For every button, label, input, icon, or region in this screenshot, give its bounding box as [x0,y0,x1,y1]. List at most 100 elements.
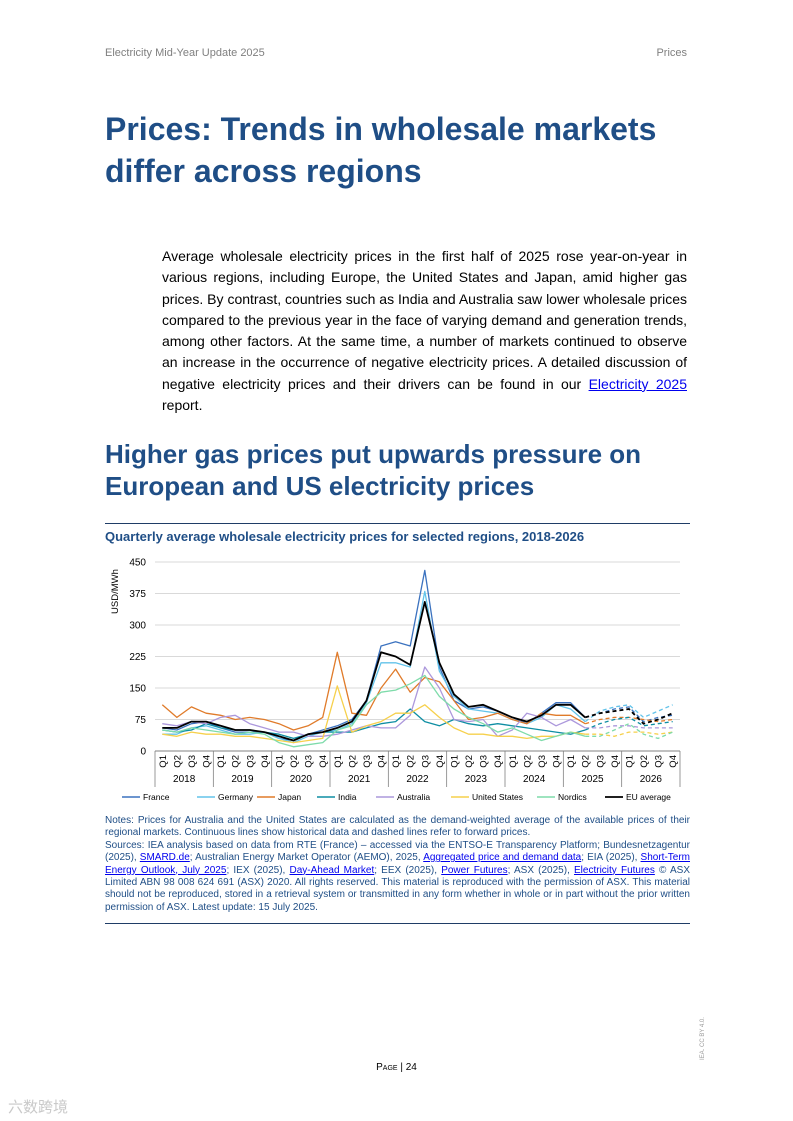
eia-link[interactable]: Short-Term Energy Outlook, July 2025 [105,852,690,876]
chart-top-rule [105,523,690,524]
quarter-tick-label: Q1 [391,755,402,768]
y-axis-label: USD/MWh [110,569,121,614]
series-forward-india [584,716,673,731]
quarter-tick-label: Q2 [581,755,592,768]
page-title: Prices: Trends in wholesale markets diff… [105,111,657,189]
quarter-tick-label: Q3 [479,755,490,768]
quarter-tick-label: Q4 [668,755,679,768]
legend-label-united-states: United States [472,792,523,802]
year-label: 2024 [523,774,546,785]
y-tick-label: 225 [129,652,146,663]
year-label: 2023 [465,774,488,785]
legend-label-eu-average: EU average [626,792,671,802]
chart-title: Quarterly average wholesale electricity … [105,529,585,544]
chart-bottom-rule [105,923,690,924]
y-tick-label: 150 [129,684,146,695]
legend-label-nordics: Nordics [558,792,587,802]
watermark: 六数跨境 [8,1099,69,1116]
license-text: IEA. CC BY 4.0. [700,1017,706,1060]
quarter-tick-label: Q3 [304,755,315,768]
series-forward-united-states [585,731,673,737]
series-line-france [162,569,586,742]
quarter-tick-label: Q1 [624,755,635,768]
intro-tail: report. [162,397,203,414]
legend-label-france: France [143,792,170,802]
series-line-nordics [162,674,586,748]
section-title: Higher gas prices put upwards pressure o… [105,439,642,501]
year-label: 2019 [231,774,254,785]
quarter-tick-label: Q3 [654,755,665,768]
electricity-2025-link[interactable]: Electricity 2025 [588,375,687,392]
y-tick-label: 300 [129,621,146,632]
quarter-tick-label: Q3 [187,755,198,768]
intro-paragraph: Average wholesale electricity prices in … [162,246,687,416]
quarter-tick-label: Q2 [231,755,242,768]
quarter-tick-label: Q3 [245,755,256,768]
quarter-tick-label: Q1 [508,755,519,768]
year-label: 2026 [640,774,663,785]
y-tick-label: 0 [140,747,146,758]
quarter-tick-label: Q4 [435,755,446,768]
quarter-tick-label: Q1 [333,755,344,768]
aemo-link[interactable]: Aggregated price and demand data [423,852,582,864]
notes-text: Notes: Prices for Australia and the Unit… [105,815,690,839]
y-tick-label: 75 [135,715,147,726]
series-forward-eu-average [584,708,674,725]
quarter-tick-label: Q3 [595,755,606,768]
series-line-united-states [162,685,586,744]
quarter-tick-label: Q3 [362,755,373,768]
y-tick-label: 450 [129,558,146,569]
legend-label-japan: Japan [278,792,301,802]
quarter-tick-label: Q2 [347,755,358,768]
asx-link[interactable]: Electricity Futures [574,864,655,876]
quarter-tick-label: Q4 [610,755,621,768]
intro-text: Average wholesale electricity prices in … [162,248,687,392]
page-label: Page [376,1062,398,1073]
year-label: 2018 [173,774,196,785]
quarter-tick-label: Q2 [464,755,475,768]
series-forward-australia [585,725,673,729]
header-left: Electricity Mid-Year Update 2025 [105,47,265,59]
quarter-tick-label: Q2 [172,755,183,768]
page-footer: Page | 24 [376,1062,417,1073]
quarter-tick-label: Q2 [289,755,300,768]
header-right: Prices [656,47,687,59]
quarter-tick-label: Q4 [493,755,504,768]
legend-label-india: India [338,792,357,802]
quarter-tick-label: Q2 [522,755,533,768]
series-forward-nordics [585,722,673,740]
quarter-tick-label: Q1 [158,755,169,768]
series-line-japan [161,651,586,731]
year-label: 2025 [581,774,604,785]
quarter-tick-label: Q4 [318,755,329,768]
quarter-tick-label: Q2 [406,755,417,768]
series-line-eu-average [162,601,586,742]
year-label: 2022 [406,774,429,785]
quarter-tick-label: Q1 [449,755,460,768]
sources-text: Sources: IEA analysis based on data from… [105,839,690,913]
eex-link[interactable]: Power Futures [441,864,508,876]
quarter-tick-label: Q4 [552,755,563,768]
legend-label-australia: Australia [397,792,430,802]
series-forward-japan [585,716,673,725]
page-number: 24 [405,1062,417,1073]
year-label: 2021 [348,774,371,785]
quarter-tick-label: Q3 [537,755,548,768]
series-forward-germany [584,704,673,723]
chart-notes: Notes: Prices for Australia and the Unit… [105,815,690,914]
quarter-tick-label: Q1 [566,755,577,768]
y-tick-label: 375 [129,589,146,600]
quarter-tick-label: Q4 [377,755,388,768]
quarter-tick-label: Q4 [202,755,213,768]
series-line-australia [162,666,586,737]
iex-link[interactable]: Day-Ahead Market [289,864,375,876]
quarter-tick-label: Q1 [274,755,285,768]
quarter-tick-label: Q3 [420,755,431,768]
legend-label-germany: Germany [218,792,254,802]
quarter-tick-label: Q2 [639,755,650,768]
smard-link[interactable]: SMARD.de [139,852,190,864]
year-label: 2020 [290,774,313,785]
quarter-tick-label: Q1 [216,755,227,768]
quarter-tick-label: Q4 [260,755,271,768]
